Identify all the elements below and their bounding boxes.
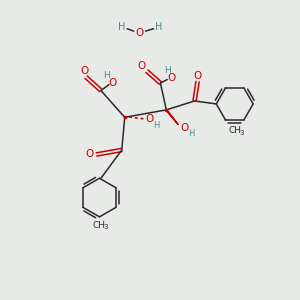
Text: CH: CH (228, 126, 241, 135)
Text: CH: CH (93, 221, 106, 230)
Text: 3: 3 (239, 130, 244, 136)
Text: O: O (167, 73, 175, 83)
Text: O: O (194, 71, 202, 81)
Text: H: H (103, 71, 110, 80)
Text: H: H (164, 66, 171, 75)
Text: H: H (153, 121, 160, 130)
Text: O: O (109, 78, 117, 88)
Text: 3: 3 (104, 224, 108, 230)
Text: O: O (136, 28, 144, 38)
Text: H: H (118, 22, 125, 32)
Text: H: H (188, 129, 194, 138)
Text: H: H (155, 22, 163, 32)
Text: O: O (146, 114, 154, 124)
Text: O: O (80, 66, 89, 76)
Text: O: O (138, 61, 146, 71)
Text: O: O (86, 149, 94, 160)
Text: O: O (180, 123, 188, 133)
Polygon shape (166, 109, 178, 125)
